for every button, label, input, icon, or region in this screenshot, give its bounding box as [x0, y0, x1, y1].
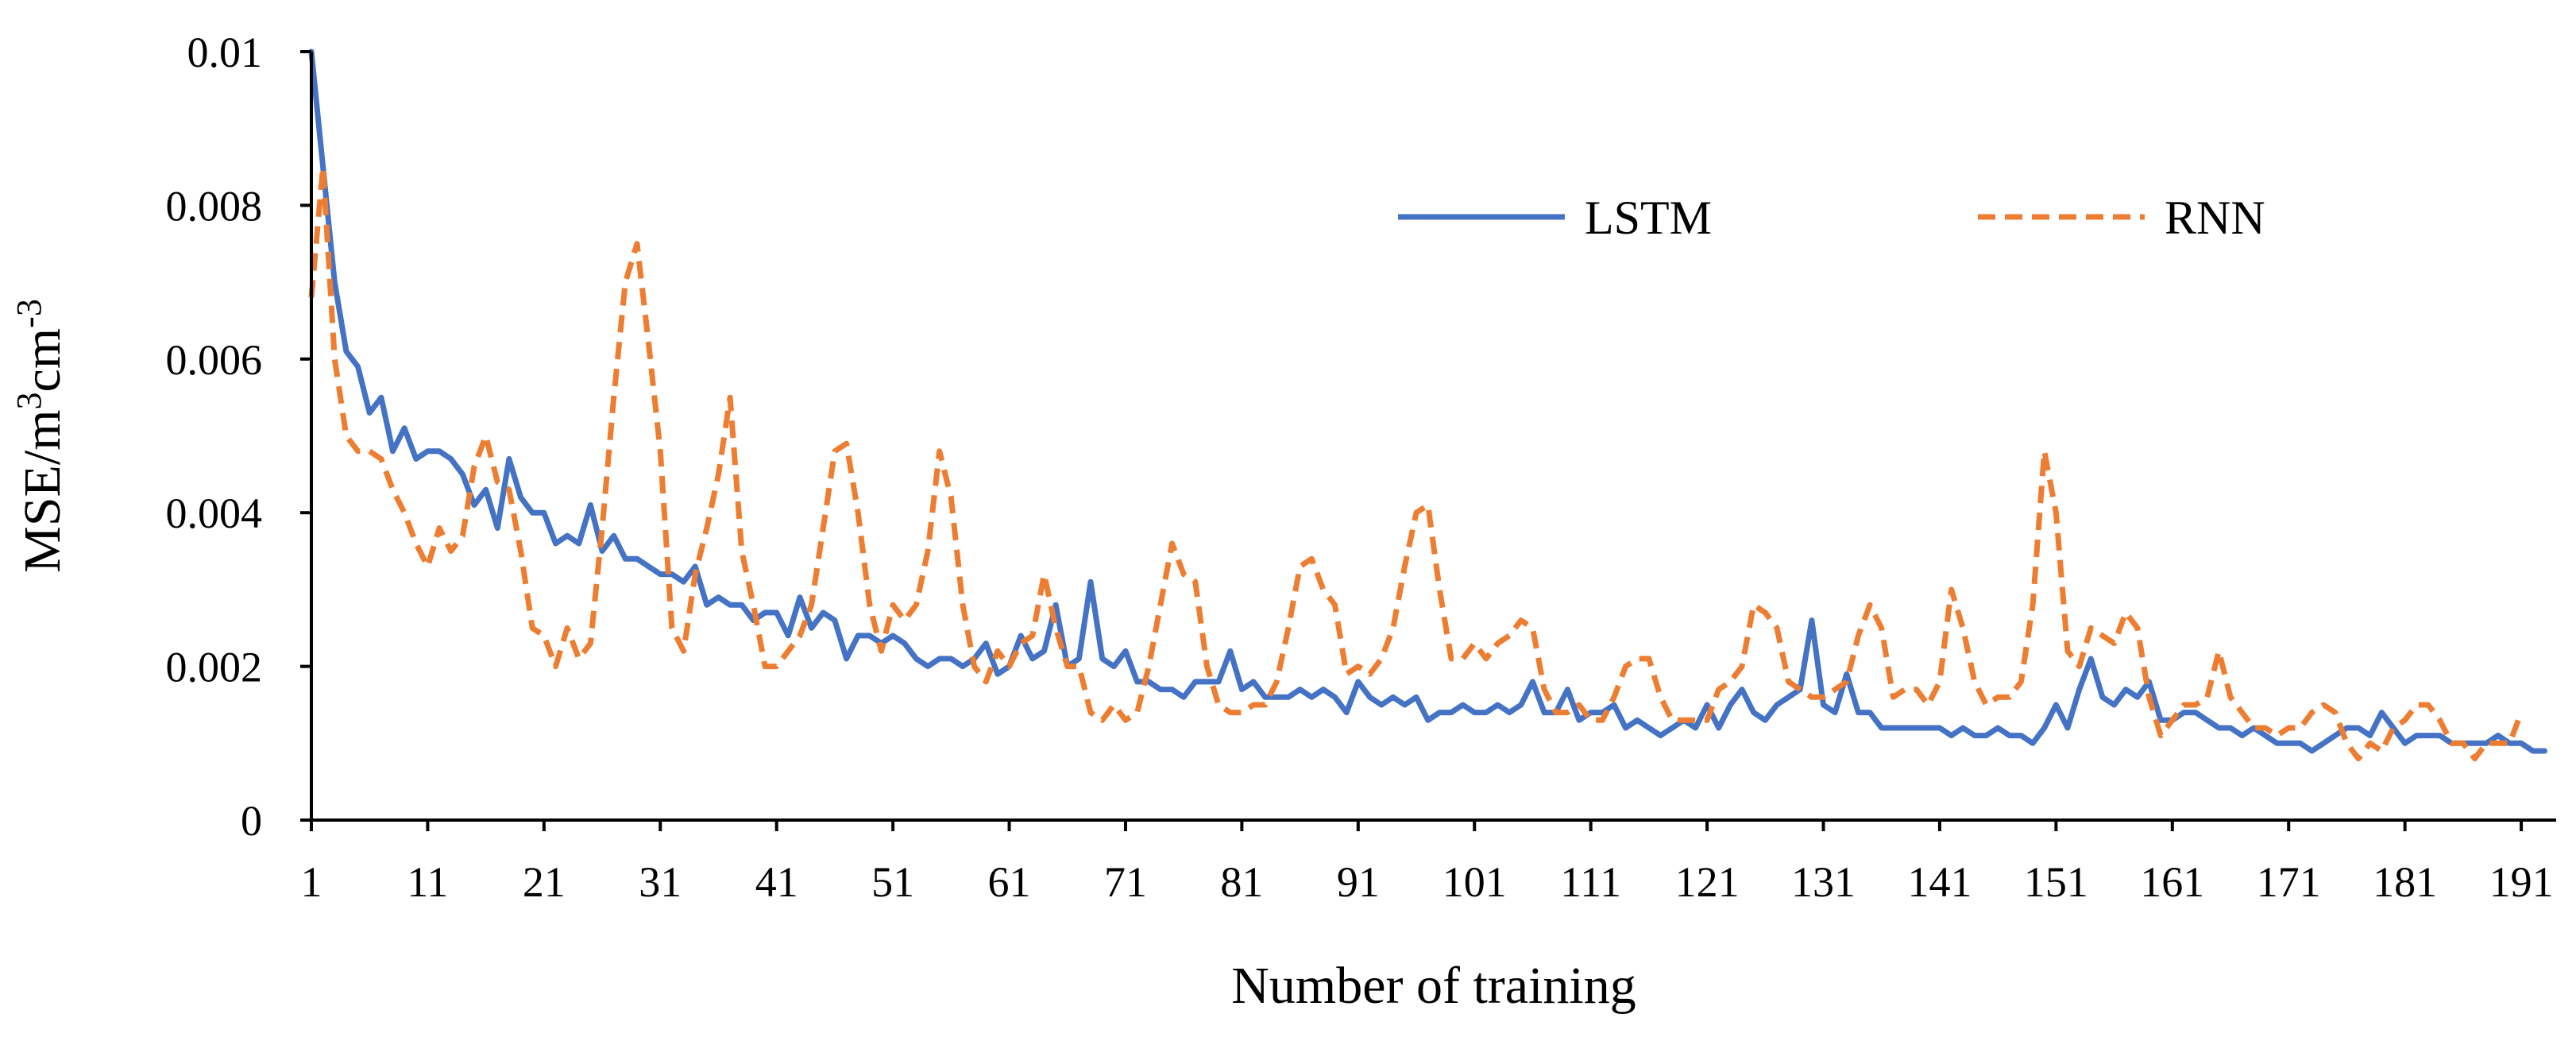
y-axis-title-base: MSE/m — [14, 409, 71, 572]
y-axis-title-sup2: -3 — [10, 299, 48, 328]
x-tick-label: 91 — [1337, 858, 1380, 906]
legend-label-rnn: RNN — [2165, 192, 2265, 244]
x-tick-label: 111 — [1560, 858, 1621, 906]
y-tick-label: 0.004 — [166, 490, 263, 537]
legend-label-lstm: LSTM — [1585, 192, 1712, 244]
y-axis-title-mid: cm — [14, 328, 71, 393]
y-axis-title: MSE/m3cm-3 — [10, 299, 72, 573]
x-tick-group: 1 11 21 31 41 51 61 71 81 91 101 111 121 131 141 151 161… — [301, 820, 2554, 906]
x-tick-label: 181 — [2373, 858, 2437, 906]
y-axis-title-sup1: 3 — [10, 392, 48, 409]
axes — [310, 52, 2556, 822]
x-tick-label: 71 — [1104, 858, 1147, 906]
y-tick-label: 0.002 — [166, 644, 263, 691]
x-tick-label: 151 — [2024, 858, 2088, 906]
x-tick-label: 51 — [871, 858, 914, 906]
y-tick-group: 0 0.002 0.004 0.006 0.008 0.01 — [166, 29, 311, 845]
x-tick-label: 171 — [2257, 858, 2321, 906]
x-axis-title: Number of training — [1231, 957, 1636, 1015]
series-line-rnn — [308, 164, 2524, 762]
y-tick-label: 0.008 — [166, 182, 263, 230]
x-tick-label: 121 — [1675, 858, 1740, 906]
x-tick-label: 161 — [2140, 858, 2204, 906]
series-line-lstm — [308, 48, 2547, 754]
y-tick-label: 0.01 — [187, 29, 263, 76]
x-tick-label: 131 — [1791, 858, 1856, 906]
y-tick-label: 0 — [241, 797, 262, 845]
x-tick-label: 61 — [988, 858, 1031, 906]
y-tick-label: 0.006 — [166, 336, 263, 384]
x-tick-label: 191 — [2489, 858, 2554, 906]
x-tick-label: 31 — [639, 858, 682, 906]
x-tick-label: 81 — [1220, 858, 1263, 906]
legend: LSTM RNN — [1398, 192, 2265, 244]
x-tick-label: 141 — [1907, 858, 1972, 906]
x-tick-label: 101 — [1442, 858, 1507, 906]
series-layer — [308, 48, 2547, 762]
x-tick-label: 41 — [755, 858, 798, 906]
x-tick-label: 21 — [523, 858, 566, 906]
x-tick-label: 11 — [407, 858, 448, 906]
x-tick-label: 1 — [301, 858, 322, 906]
